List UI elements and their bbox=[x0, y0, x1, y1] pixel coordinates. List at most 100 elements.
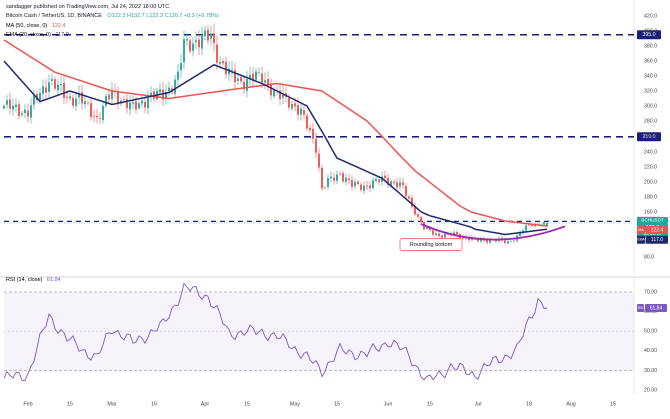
ema-legend-value: 117.0 bbox=[55, 32, 69, 38]
candle-body bbox=[372, 180, 374, 189]
candle bbox=[291, 100, 293, 112]
candle-body bbox=[90, 103, 92, 118]
candle bbox=[180, 54, 182, 78]
candle bbox=[324, 186, 326, 189]
ema-tag-value: 117.0 bbox=[651, 237, 663, 243]
candle bbox=[9, 92, 11, 115]
x-axis-label-12: Aug bbox=[566, 401, 576, 407]
candle-body bbox=[186, 38, 188, 41]
candle bbox=[363, 181, 365, 195]
candle bbox=[357, 180, 359, 186]
price-tick-label-3: 360.0 bbox=[644, 58, 657, 64]
x-axis-label-3: 15 bbox=[151, 401, 157, 407]
candle-body bbox=[264, 80, 266, 83]
candle-body bbox=[165, 91, 167, 99]
price-tick-label-5: 320.0 bbox=[644, 88, 657, 94]
candle bbox=[6, 95, 8, 109]
candle-body bbox=[225, 61, 227, 75]
candle-body bbox=[336, 174, 338, 181]
candle-body bbox=[300, 108, 302, 115]
candle bbox=[330, 171, 332, 183]
candle-body bbox=[510, 241, 512, 242]
candle bbox=[147, 90, 149, 115]
candle-body bbox=[303, 109, 305, 115]
candle-body bbox=[495, 240, 497, 242]
candle bbox=[24, 103, 26, 118]
candle-body bbox=[324, 187, 326, 189]
candle bbox=[339, 171, 341, 176]
x-axis-label-4: Apr bbox=[201, 401, 210, 407]
candle bbox=[360, 181, 362, 193]
candle bbox=[210, 25, 212, 46]
candle-body bbox=[141, 100, 143, 104]
candle-body bbox=[174, 79, 176, 94]
candle bbox=[411, 195, 413, 210]
candle-body bbox=[162, 89, 164, 100]
candle-body bbox=[354, 182, 356, 187]
candle-body bbox=[306, 115, 308, 129]
candle bbox=[243, 75, 245, 95]
candle bbox=[282, 85, 284, 105]
symbol-title: Bitcoin Cash / TetherUS, 1D, BINANCE bbox=[6, 13, 102, 19]
level-tag-text-1: 259.0 bbox=[643, 134, 656, 140]
candle-body bbox=[108, 94, 110, 100]
candle-body bbox=[222, 61, 224, 64]
price-tick-label-2: 380.0 bbox=[644, 43, 657, 49]
candle bbox=[174, 74, 176, 98]
candle bbox=[315, 132, 317, 158]
ema-legend-label: EMA (20, close, 0) bbox=[6, 32, 51, 38]
ema-legend[interactable]: EMA (20, close, 0) 117.0 bbox=[6, 32, 69, 38]
candle bbox=[321, 164, 323, 191]
candle-body bbox=[93, 115, 95, 117]
candle bbox=[93, 109, 95, 123]
rsi-tick-label-2: 50.00 bbox=[644, 329, 657, 335]
candle bbox=[72, 94, 74, 109]
candle bbox=[45, 79, 47, 100]
candle-body bbox=[96, 116, 98, 118]
rsi-legend[interactable]: RSI (14, close) 61.84 bbox=[6, 277, 61, 283]
ma-tag-label-box bbox=[637, 226, 645, 234]
candle bbox=[513, 238, 515, 243]
ma-tag-value-box bbox=[646, 226, 668, 234]
candle bbox=[108, 89, 110, 105]
candle-body bbox=[210, 33, 212, 39]
candle bbox=[126, 92, 128, 114]
candle-body bbox=[144, 102, 146, 108]
price-tick-label-16: 80.0 bbox=[644, 254, 654, 260]
candle bbox=[129, 95, 131, 116]
candle-body bbox=[387, 177, 389, 186]
candle-body bbox=[201, 34, 203, 49]
level-tag-box-1 bbox=[637, 132, 661, 142]
candle bbox=[279, 83, 281, 106]
ma-tag-label: MA bbox=[638, 228, 644, 232]
candle bbox=[261, 66, 263, 89]
candle-body bbox=[237, 78, 239, 81]
candle bbox=[252, 66, 254, 87]
candle-body bbox=[63, 82, 65, 98]
candle-body bbox=[48, 82, 50, 92]
candle bbox=[192, 37, 194, 57]
candle-body bbox=[234, 70, 236, 83]
candle-body bbox=[453, 232, 455, 236]
candle bbox=[408, 195, 410, 200]
ma-legend[interactable]: MA (50, close, 0) 122.4 bbox=[6, 23, 66, 29]
candle-body bbox=[150, 92, 152, 97]
candle-body bbox=[252, 73, 254, 81]
candle-body bbox=[33, 95, 35, 105]
candle-body bbox=[384, 175, 386, 178]
candle-body bbox=[258, 71, 260, 73]
candle-body bbox=[51, 79, 53, 81]
candle-body bbox=[180, 63, 182, 71]
candle bbox=[150, 86, 152, 103]
price-tick-label-4: 340.0 bbox=[644, 73, 657, 79]
candle bbox=[96, 108, 98, 124]
candle-body bbox=[396, 182, 398, 188]
candle-body bbox=[195, 40, 197, 42]
rsi-tick-label-5: 20.00 bbox=[644, 387, 657, 393]
candle bbox=[87, 100, 89, 106]
candle-body bbox=[393, 181, 395, 183]
candle bbox=[312, 123, 314, 144]
candle bbox=[198, 30, 200, 56]
candle bbox=[264, 72, 266, 90]
